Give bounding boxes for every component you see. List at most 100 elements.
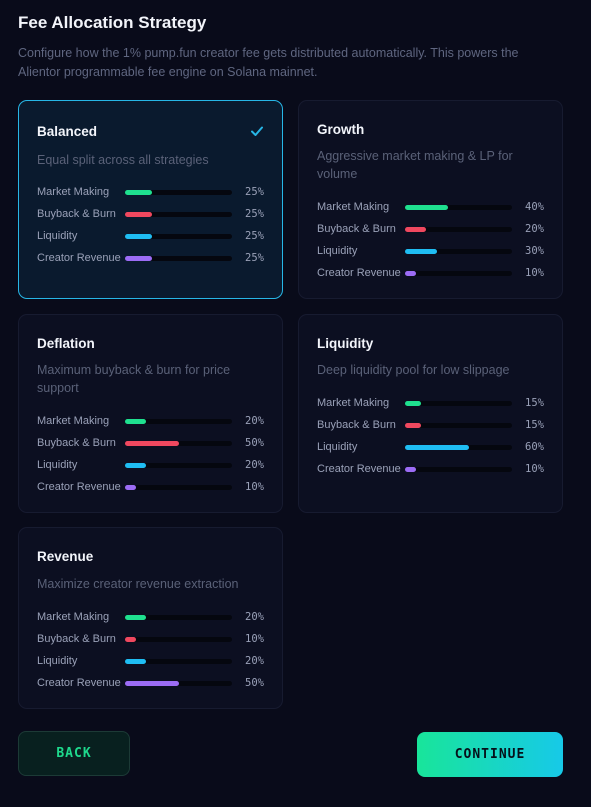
page-title: Fee Allocation Strategy xyxy=(18,13,207,32)
allocation-label: Buyback & Burn xyxy=(37,208,116,220)
allocation-track xyxy=(125,441,232,446)
allocation-label: Market Making xyxy=(317,201,390,213)
allocation-fill xyxy=(125,659,146,664)
allocation-percent: 25% xyxy=(245,208,264,220)
back-button[interactable]: BACK xyxy=(18,731,130,776)
strategy-card-revenue[interactable]: Revenue Maximize creator revenue extract… xyxy=(18,527,283,709)
allocation-percent: 50% xyxy=(245,437,264,449)
allocation-label: Market Making xyxy=(37,415,110,427)
allocation-fill xyxy=(405,249,437,254)
allocation-creator-revenue: Creator Revenue 10% xyxy=(37,480,264,502)
allocation-market-making: Market Making 20% xyxy=(37,610,264,632)
allocation-track xyxy=(405,227,512,232)
allocation-track xyxy=(405,271,512,276)
allocation-label: Creator Revenue xyxy=(37,252,121,264)
allocation-fill xyxy=(125,485,136,490)
strategy-card-deflation[interactable]: Deflation Maximum buyback & burn for pri… xyxy=(18,314,283,513)
allocation-percent: 20% xyxy=(525,223,544,235)
allocation-percent: 25% xyxy=(245,186,264,198)
allocation-label: Liquidity xyxy=(37,655,78,667)
allocation-fill xyxy=(125,637,136,642)
allocation-percent: 50% xyxy=(245,677,264,689)
allocation-track xyxy=(405,423,512,428)
allocation-percent: 25% xyxy=(245,252,264,264)
allocation-track xyxy=(125,485,232,490)
allocation-percent: 10% xyxy=(245,481,264,493)
allocation-track xyxy=(125,463,232,468)
strategy-name: Liquidity xyxy=(317,336,374,351)
allocation-fill xyxy=(125,212,152,217)
allocation-label: Buyback & Burn xyxy=(317,223,396,235)
allocation-track xyxy=(125,659,232,664)
allocation-track xyxy=(405,445,512,450)
allocation-fill xyxy=(405,445,469,450)
allocation-label: Market Making xyxy=(317,397,390,409)
strategy-description: Maximum buyback & burn for price support xyxy=(37,363,231,395)
allocation-track xyxy=(125,637,232,642)
allocation-percent: 60% xyxy=(525,441,544,453)
allocation-buyback-burn: Buyback & Burn 15% xyxy=(317,418,544,440)
strategy-name: Growth xyxy=(317,122,365,137)
strategy-name: Balanced xyxy=(37,124,98,139)
strategy-card-balanced[interactable]: Balanced Equal split across all strategi… xyxy=(18,100,283,299)
allocation-label: Liquidity xyxy=(317,245,358,257)
strategy-name: Deflation xyxy=(37,336,95,351)
strategy-description: Aggressive market making & LP for volume xyxy=(317,149,513,181)
allocation-market-making: Market Making 40% xyxy=(317,200,544,222)
allocation-label: Liquidity xyxy=(37,230,78,242)
allocation-label: Buyback & Burn xyxy=(37,437,116,449)
allocation-creator-revenue: Creator Revenue 10% xyxy=(317,266,544,288)
allocation-buyback-burn: Buyback & Burn 50% xyxy=(37,436,264,458)
allocation-label: Buyback & Burn xyxy=(317,419,396,431)
allocation-liquidity: Liquidity 20% xyxy=(37,458,264,480)
allocation-percent: 40% xyxy=(525,201,544,213)
allocation-fill xyxy=(405,271,416,276)
allocation-fill xyxy=(125,256,152,261)
allocation-fill xyxy=(405,205,448,210)
allocation-fill xyxy=(405,423,421,428)
allocation-track xyxy=(125,256,232,261)
allocation-fill xyxy=(125,441,179,446)
allocation-track xyxy=(125,234,232,239)
allocation-creator-revenue: Creator Revenue 25% xyxy=(37,251,264,273)
continue-button[interactable]: CONTINUE xyxy=(417,732,563,777)
allocation-track xyxy=(125,190,232,195)
allocation-market-making: Market Making 20% xyxy=(37,414,264,436)
allocation-fill xyxy=(125,463,146,468)
allocation-liquidity: Liquidity 20% xyxy=(37,654,264,676)
allocation-percent: 30% xyxy=(525,245,544,257)
allocation-fill xyxy=(405,467,416,472)
strategy-card-liquidity[interactable]: Liquidity Deep liquidity pool for low sl… xyxy=(298,314,563,513)
allocation-label: Creator Revenue xyxy=(317,463,401,475)
allocation-creator-revenue: Creator Revenue 50% xyxy=(37,676,264,698)
allocation-fill xyxy=(125,681,179,686)
allocation-label: Market Making xyxy=(37,611,110,623)
strategy-card-growth[interactable]: Growth Aggressive market making & LP for… xyxy=(298,100,563,299)
allocation-fill xyxy=(405,401,421,406)
allocation-percent: 20% xyxy=(245,611,264,623)
allocation-label: Market Making xyxy=(37,186,110,198)
strategy-name: Revenue xyxy=(37,549,94,564)
allocation-liquidity: Liquidity 25% xyxy=(37,229,264,251)
allocation-track xyxy=(405,205,512,210)
allocation-label: Creator Revenue xyxy=(37,481,121,493)
allocation-fill xyxy=(125,419,146,424)
allocation-label: Buyback & Burn xyxy=(37,633,116,645)
allocation-percent: 10% xyxy=(245,633,264,645)
allocation-label: Creator Revenue xyxy=(37,677,121,689)
allocation-market-making: Market Making 25% xyxy=(37,185,264,207)
allocation-percent: 10% xyxy=(525,267,544,279)
allocation-percent: 10% xyxy=(525,463,544,475)
allocation-track xyxy=(405,401,512,406)
allocation-track xyxy=(125,681,232,686)
strategy-description: Maximize creator revenue extraction xyxy=(37,577,239,591)
allocation-percent: 15% xyxy=(525,397,544,409)
allocation-percent: 25% xyxy=(245,230,264,242)
allocation-buyback-burn: Buyback & Burn 25% xyxy=(37,207,264,229)
allocation-fill xyxy=(125,234,152,239)
allocation-fill xyxy=(125,615,146,620)
strategy-description: Deep liquidity pool for low slippage xyxy=(317,363,510,377)
allocation-label: Creator Revenue xyxy=(317,267,401,279)
allocation-percent: 20% xyxy=(245,655,264,667)
